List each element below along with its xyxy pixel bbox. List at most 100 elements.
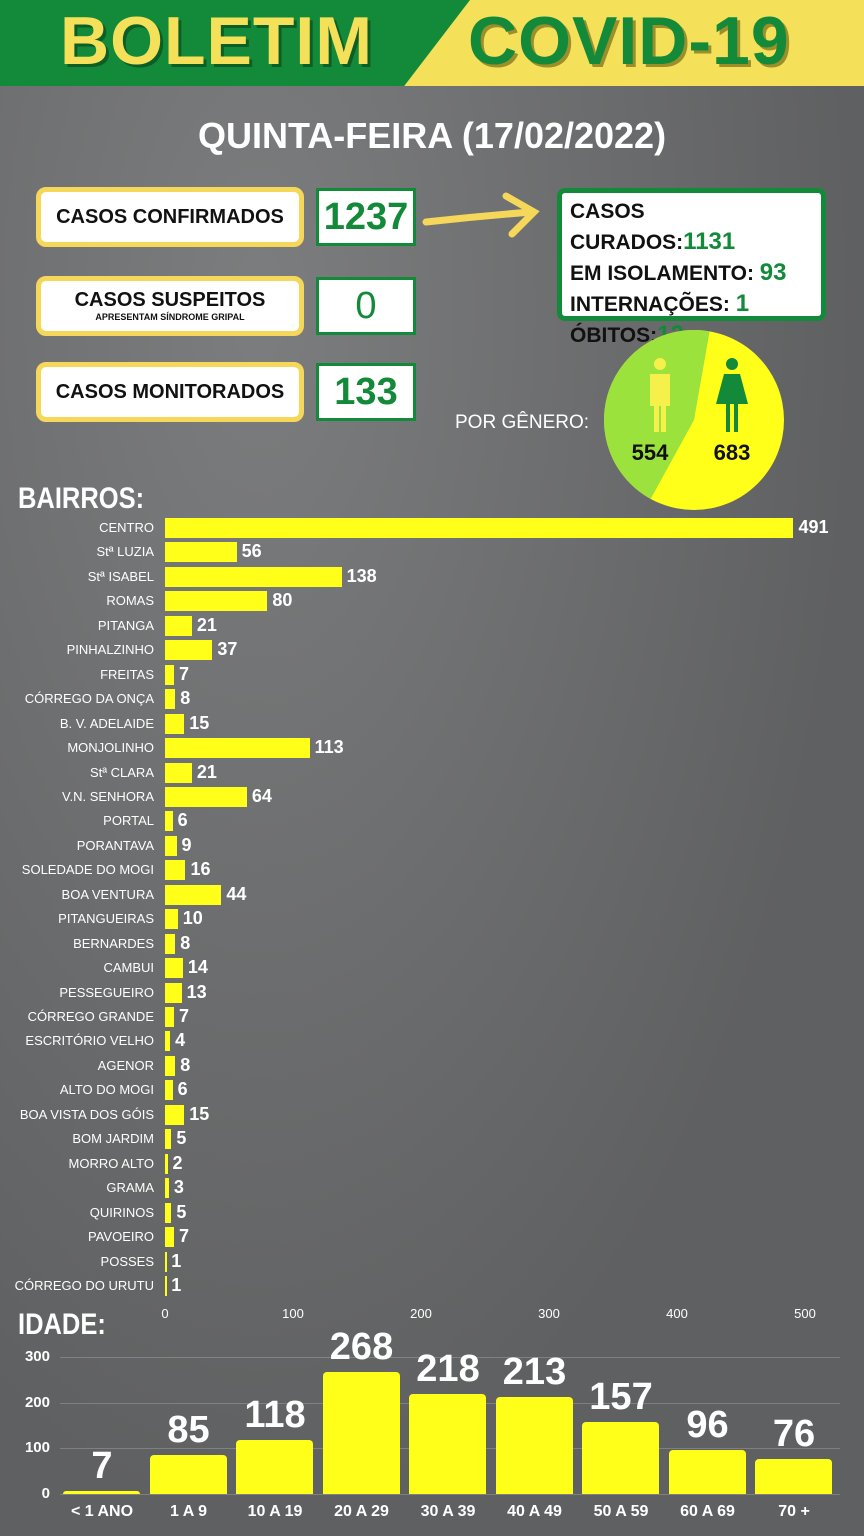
bairro-bar xyxy=(165,518,794,538)
y-tick: 200 xyxy=(24,1393,50,1411)
age-bar xyxy=(322,1371,400,1494)
confirmed-value: 1237 xyxy=(316,188,416,246)
idade-title: IDADE: xyxy=(18,1308,106,1341)
bairro-bar xyxy=(165,1275,167,1296)
suspected-sublabel: APRESENTAM SÍNDROME GRIPAL xyxy=(95,312,245,322)
bairro-value: 64 xyxy=(251,785,272,806)
x-tick: 100 xyxy=(282,1306,304,1321)
bairro-bar xyxy=(165,664,174,685)
bairro-label: CÓRREGO DA ONÇA xyxy=(24,691,154,707)
bairro-value: 2 xyxy=(172,1152,183,1173)
bairro-bar xyxy=(165,566,342,587)
bairro-bar xyxy=(165,1227,174,1248)
age-bar xyxy=(63,1490,140,1494)
bairro-bar xyxy=(165,1251,167,1272)
bairro-bar xyxy=(165,811,173,832)
hospital-value: 1 xyxy=(735,290,750,317)
bairro-value: 7 xyxy=(178,1006,189,1026)
bairro-label: Stª LUZIA xyxy=(96,544,154,560)
bairro-bar xyxy=(165,1202,172,1223)
bairro-value: 15 xyxy=(189,712,210,733)
x-tick: 0 xyxy=(161,1306,169,1321)
bairro-label: Stª ISABEL xyxy=(87,568,154,584)
age-value: 213 xyxy=(502,1350,567,1393)
bairro-label: MONJOLINHO xyxy=(67,740,154,756)
bairro-label: B. V. ADELAIDE xyxy=(59,715,154,731)
bairro-label: PITANGA xyxy=(97,617,154,633)
age-bar xyxy=(668,1450,746,1494)
bairro-label: PITANGUEIRAS xyxy=(58,911,154,927)
bairro-value: 14 xyxy=(187,957,208,978)
arrow-icon xyxy=(422,192,540,238)
cured-value: 1131 xyxy=(683,228,736,255)
age-value: 76 xyxy=(772,1413,816,1456)
bairro-bar xyxy=(165,1104,185,1125)
bairro-value: 6 xyxy=(177,1079,188,1100)
bairro-value: 1 xyxy=(171,1250,182,1271)
bairro-bar xyxy=(165,1055,176,1076)
bairro-value: 5 xyxy=(176,1201,187,1222)
gender-count: 554 xyxy=(632,440,669,465)
bairro-bar xyxy=(165,1153,168,1174)
bairro-label: PINHALZINHO xyxy=(66,642,154,658)
age-value: 96 xyxy=(686,1404,729,1447)
bairro-value: 80 xyxy=(272,590,293,611)
bairro-label: BOM JARDIM xyxy=(72,1131,154,1147)
bairro-label: QUIRINOS xyxy=(89,1204,154,1220)
bairro-value: 8 xyxy=(180,932,191,953)
x-tick: 400 xyxy=(666,1306,688,1321)
gender-pie: 554 683 xyxy=(604,330,784,510)
age-category: 60 A 69 xyxy=(680,1503,735,1520)
stats-box: CASOS CURADOS:1131 EM ISOLAMENTO: 93 INT… xyxy=(557,188,826,348)
bairro-value: 4 xyxy=(175,1030,186,1051)
bairro-value: 8 xyxy=(180,688,191,709)
bairro-label: BOA VENTURA xyxy=(61,886,154,902)
age-value: 157 xyxy=(589,1376,653,1419)
age-category: 20 A 29 xyxy=(334,1503,389,1520)
bairro-value: 3 xyxy=(173,1177,184,1198)
bairro-bar xyxy=(165,860,186,881)
bairro-label: V.N. SENHORA xyxy=(62,788,154,804)
report-date: QUINTA-FEIRA (17/02/2022) xyxy=(197,115,667,156)
age-value: 268 xyxy=(329,1325,394,1368)
bairro-label: FREITAS xyxy=(100,666,154,682)
bairro-value: 5 xyxy=(176,1128,187,1149)
gender-label: POR GÊNERO: xyxy=(455,412,590,433)
bairro-bar xyxy=(165,786,247,807)
bairro-bar xyxy=(165,909,178,930)
x-tick: 200 xyxy=(410,1306,432,1321)
bairro-bar xyxy=(165,615,192,636)
age-bar xyxy=(495,1396,573,1494)
bairro-bar xyxy=(165,1031,171,1052)
bairro-label: CENTRO xyxy=(99,520,154,535)
age-bar xyxy=(236,1440,313,1494)
gridline xyxy=(60,1494,840,1495)
bairro-label: ALTO DO MOGI xyxy=(59,1082,154,1098)
age-bar xyxy=(582,1422,659,1494)
bairro-label: MORRO ALTO xyxy=(68,1155,154,1171)
bairro-value: 21 xyxy=(196,614,217,635)
age-value: 7 xyxy=(91,1444,113,1487)
age-category: 30 A 39 xyxy=(420,1503,476,1520)
suspected-title: CASOS SUSPEITOS xyxy=(74,289,266,311)
bairro-value: 8 xyxy=(180,1054,191,1075)
bairros-title: BAIRROS: xyxy=(18,482,145,515)
bairro-value: 7 xyxy=(178,1226,189,1247)
monitored-label: CASOS MONITORADOS xyxy=(36,362,304,422)
bairro-bar xyxy=(165,933,176,954)
bairro-bar xyxy=(165,835,177,856)
bairro-bar xyxy=(165,1178,169,1199)
age-category: 70 + xyxy=(778,1503,810,1520)
bairro-value: 21 xyxy=(196,761,217,782)
bairro-bar xyxy=(165,1080,173,1101)
age-category: 10 A 19 xyxy=(247,1503,303,1520)
bairro-bar xyxy=(165,1007,174,1027)
bairro-label: ROMAS xyxy=(106,593,154,609)
title-covid: COVID-19 xyxy=(468,3,790,79)
y-tick: 100 xyxy=(24,1439,50,1457)
bairro-bar xyxy=(165,738,310,759)
bairro-label: POSSES xyxy=(100,1253,154,1269)
bairro-label: BOA VISTA DOS GÓIS xyxy=(19,1106,154,1122)
x-tick: 300 xyxy=(538,1306,560,1321)
monitored-value: 133 xyxy=(316,363,416,421)
